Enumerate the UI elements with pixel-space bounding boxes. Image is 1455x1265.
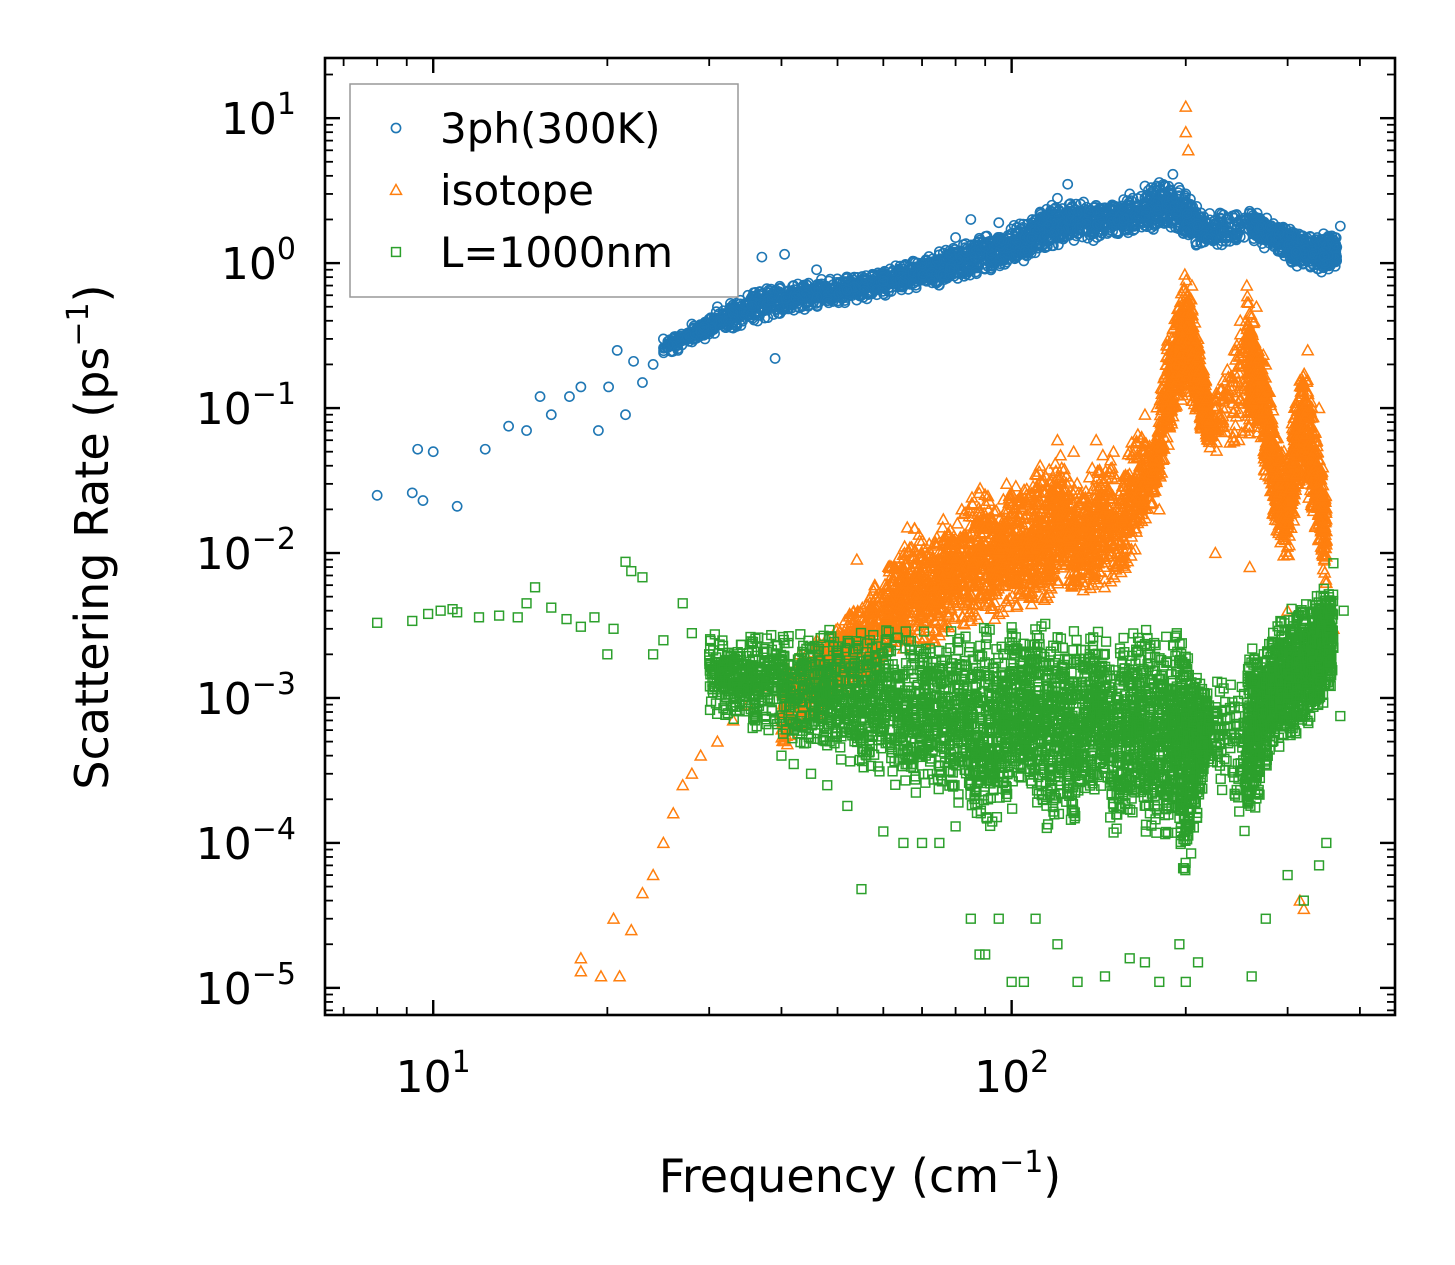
3ph-300k-point <box>877 271 889 283</box>
3ph-300k-point <box>774 283 785 294</box>
3ph-300k-point <box>371 489 383 501</box>
3ph-300k-point <box>406 487 418 499</box>
3ph-300k-point <box>699 321 710 333</box>
3ph-300k-point <box>729 315 741 326</box>
3ph-300k-point <box>534 391 546 402</box>
3ph-300k-point <box>668 332 680 344</box>
3ph-300k-point <box>771 303 783 315</box>
3ph-300k-point <box>706 316 718 328</box>
3ph-300k-point <box>719 321 731 333</box>
3ph-300k-point <box>521 425 532 436</box>
3ph-300k-point <box>637 377 648 388</box>
3ph-300k-point <box>1052 192 1063 204</box>
series-circle-points <box>371 168 1346 512</box>
3ph-300k-point <box>810 297 822 309</box>
3ph-300k-point <box>793 288 804 300</box>
3ph-300k-point <box>950 232 961 243</box>
3ph-300k-point <box>756 251 768 263</box>
isotope-point <box>1053 448 1068 461</box>
3ph-300k-point <box>1334 220 1346 232</box>
3ph-300k-point <box>628 355 639 367</box>
3ph-300k-point <box>827 296 839 307</box>
3ph-300k-point <box>699 316 711 328</box>
3ph-300k-point <box>417 495 429 506</box>
3ph-300k-point <box>611 344 623 356</box>
3ph-300k-point <box>647 359 659 370</box>
3ph-300k-point <box>427 446 439 458</box>
3ph-300k-point <box>1167 168 1179 180</box>
3ph-300k-point <box>965 214 977 225</box>
3ph-300k-point <box>794 302 805 314</box>
3ph-300k-point <box>871 284 882 296</box>
3ph-300k-point <box>676 331 688 343</box>
3ph-300k-point <box>1062 178 1074 190</box>
3ph-300k-point <box>824 273 836 285</box>
3ph-300k-point <box>761 283 773 295</box>
3ph-300k-point <box>603 381 614 393</box>
3ph-300k-point <box>762 312 774 324</box>
3ph-300k-point <box>841 284 853 296</box>
3ph-300k-point <box>670 331 681 342</box>
3ph-300k-point <box>811 291 823 303</box>
3ph-300k-point <box>993 217 1005 229</box>
3ph-300k-point <box>451 500 463 512</box>
3ph-300k-point <box>810 283 822 295</box>
3ph-300k-point <box>545 409 557 421</box>
3ph-300k-point <box>803 277 814 289</box>
3ph-300k-point <box>760 300 772 312</box>
3ph-300k-point <box>823 297 835 309</box>
3ph-300k-point <box>789 288 801 299</box>
3ph-300k-point <box>412 443 424 455</box>
3ph-300k-point <box>503 420 515 432</box>
3ph-300k-point <box>575 381 587 393</box>
3ph-300k-point <box>811 264 822 276</box>
3ph-300k-point <box>779 248 790 260</box>
3ph-300k-point <box>705 322 717 334</box>
3ph-300k-point <box>866 271 878 283</box>
3ph-300k-point <box>620 409 631 421</box>
3ph-300k-point <box>479 443 491 455</box>
3ph-300k-point <box>564 391 575 402</box>
3ph-300k-point <box>773 300 785 312</box>
3ph-300k-point <box>803 299 815 311</box>
isotope-point <box>950 516 965 529</box>
3ph-300k-point <box>879 283 890 295</box>
3ph-300k-point <box>860 274 872 286</box>
data-points <box>371 99 1349 988</box>
3ph-300k-point <box>592 425 604 436</box>
3ph-300k-point <box>766 294 778 306</box>
3ph-300k-point <box>769 353 781 364</box>
